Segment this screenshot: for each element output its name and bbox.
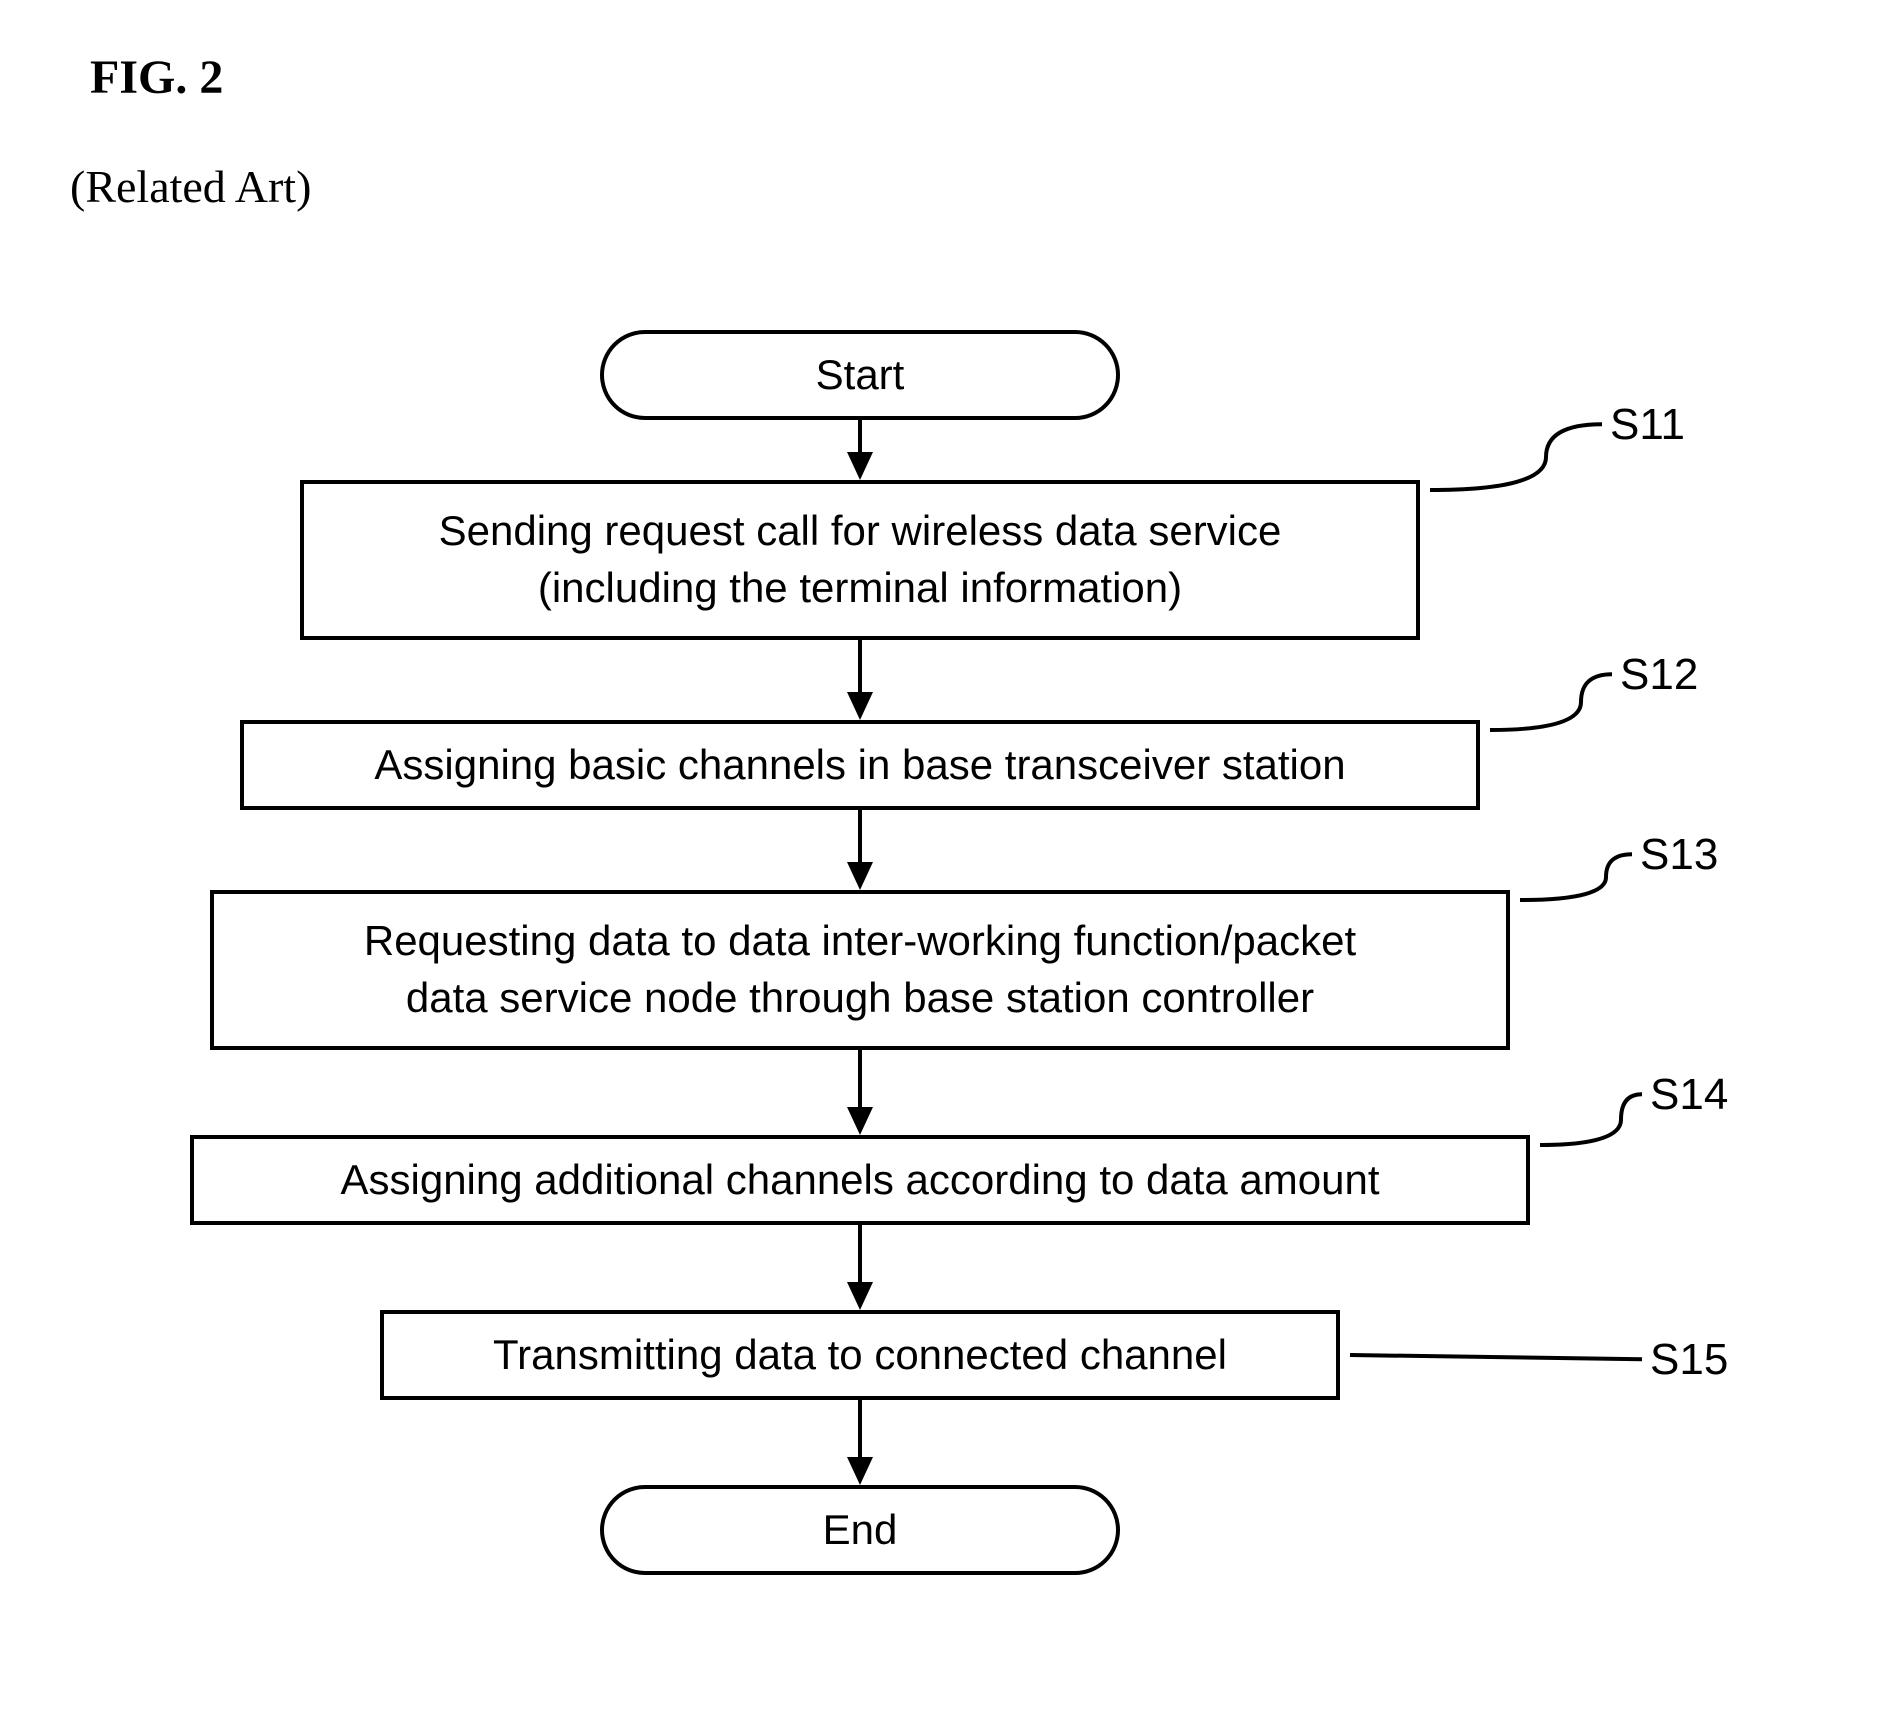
start-node: Start [600, 330, 1120, 420]
process-s12-text: Assigning basic channels in base transce… [374, 737, 1345, 794]
process-s11: Sending request call for wireless data s… [300, 480, 1420, 640]
process-s14-text: Assigning additional channels according … [340, 1152, 1379, 1209]
step-label-s15: S15 [1650, 1335, 1728, 1385]
figure-subtitle: (Related Art) [70, 160, 311, 213]
process-s11-text: Sending request call for wireless data s… [439, 503, 1282, 616]
start-label: Start [816, 347, 905, 404]
step-label-s14-text: S14 [1650, 1070, 1728, 1119]
process-s12: Assigning basic channels in base transce… [240, 720, 1480, 810]
figure-subtitle-text: (Related Art) [70, 161, 311, 212]
step-label-s12-text: S12 [1620, 650, 1698, 699]
step-label-s11-text: S11 [1610, 400, 1685, 449]
figure-title-text: FIG. 2 [90, 51, 223, 104]
flowchart-connectors [0, 0, 1898, 1711]
end-label: End [823, 1502, 898, 1559]
process-s15-text: Transmitting data to connected channel [493, 1327, 1227, 1384]
step-label-s15-text: S15 [1650, 1335, 1728, 1384]
step-label-s14: S14 [1650, 1070, 1728, 1120]
figure-title: FIG. 2 [90, 50, 223, 105]
step-label-s13: S13 [1640, 830, 1718, 880]
process-s13-text: Requesting data to data inter-working fu… [364, 913, 1356, 1026]
process-s14: Assigning additional channels according … [190, 1135, 1530, 1225]
step-label-s11: S11 [1610, 400, 1685, 450]
end-node: End [600, 1485, 1120, 1575]
step-label-s12: S12 [1620, 650, 1698, 700]
process-s15: Transmitting data to connected channel [380, 1310, 1340, 1400]
step-label-s13-text: S13 [1640, 830, 1718, 879]
process-s13: Requesting data to data inter-working fu… [210, 890, 1510, 1050]
